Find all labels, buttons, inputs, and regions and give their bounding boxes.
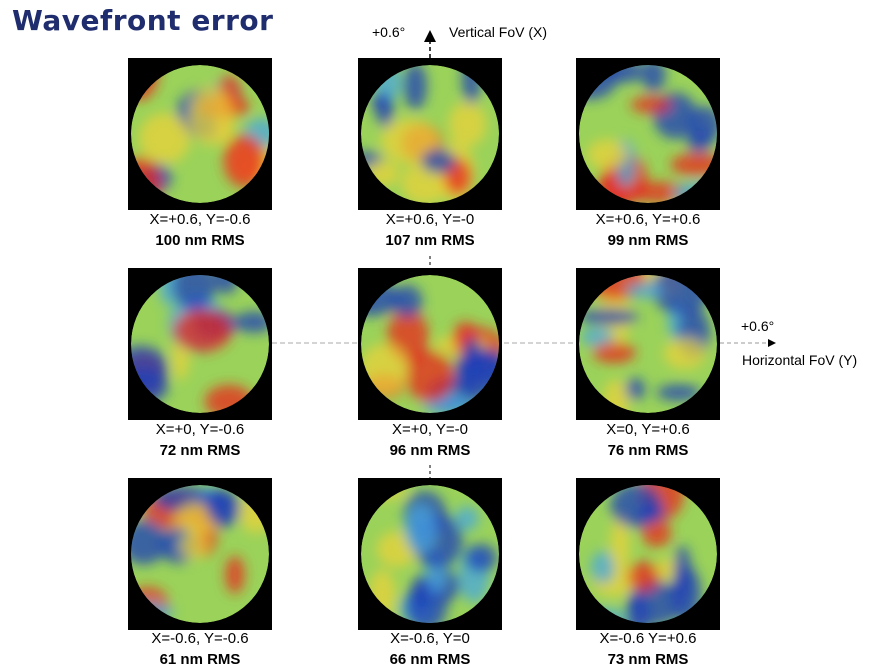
map-caption: X=+0.6, Y=-0.6 100 nm RMS [90, 209, 310, 251]
wavefront-map-image [579, 275, 717, 413]
field-position: X=+0, Y=-0.6 [155, 421, 245, 438]
rms-value: 61 nm RMS [159, 651, 241, 668]
field-position: X=-0.6, Y=-0.6 [151, 630, 249, 647]
map-caption: X=+0, Y=-0 96 nm RMS [320, 419, 540, 461]
wavefront-map [576, 268, 720, 420]
wavefront-map [358, 268, 502, 420]
wavefront-map [576, 478, 720, 630]
map-caption: X=-0.6, Y=-0.6 61 nm RMS [90, 628, 310, 670]
wavefront-map-image [131, 485, 269, 623]
map-caption: X=+0.6, Y=+0.6 99 nm RMS [538, 209, 758, 251]
wavefront-map [128, 268, 272, 420]
field-position: X=+0.6, Y=-0.6 [149, 211, 251, 228]
field-position: X=+0, Y=-0 [391, 421, 469, 438]
wavefront-map-image [131, 275, 269, 413]
wavefront-map-image [361, 275, 499, 413]
horizontal-axis-tick: +0.6° [741, 318, 775, 334]
field-position: X=+0.6, Y=+0.6 [595, 211, 701, 228]
wavefront-map-image [579, 65, 717, 203]
rms-value: 99 nm RMS [607, 232, 689, 249]
field-position: X=+0.6, Y=-0 [385, 211, 475, 228]
field-position: X=0, Y=+0.6 [606, 421, 690, 438]
wavefront-map-image [361, 65, 499, 203]
wavefront-map [358, 58, 502, 210]
map-caption: X=-0.6, Y=0 66 nm RMS [320, 628, 540, 670]
rms-value: 107 nm RMS [385, 232, 475, 249]
wavefront-map [128, 58, 272, 210]
wavefront-map-image [131, 65, 269, 203]
map-caption: X=0, Y=+0.6 76 nm RMS [538, 419, 758, 461]
map-caption: X=+0.6, Y=-0 107 nm RMS [320, 209, 540, 251]
wavefront-map-image [579, 485, 717, 623]
rms-value: 100 nm RMS [155, 232, 245, 249]
vertical-axis-tick: +0.6° [372, 24, 406, 40]
wavefront-map [576, 58, 720, 210]
field-position: X=-0.6 Y=+0.6 [599, 630, 697, 647]
rms-value: 76 nm RMS [607, 442, 689, 459]
wavefront-map-image [361, 485, 499, 623]
map-caption: X=+0, Y=-0.6 72 nm RMS [90, 419, 310, 461]
horizontal-axis-label: Horizontal FoV (Y) [742, 352, 858, 368]
rms-value: 72 nm RMS [159, 442, 241, 459]
rms-value: 96 nm RMS [389, 442, 471, 459]
map-caption: X=-0.6 Y=+0.6 73 nm RMS [538, 628, 758, 670]
wavefront-map [128, 478, 272, 630]
wavefront-map [358, 478, 502, 630]
rms-value: 73 nm RMS [607, 651, 689, 668]
rms-value: 66 nm RMS [389, 651, 471, 668]
page-title: Wavefront error [12, 4, 274, 37]
vertical-axis-label: Vertical FoV (X) [449, 24, 548, 40]
field-position: X=-0.6, Y=0 [390, 630, 470, 647]
